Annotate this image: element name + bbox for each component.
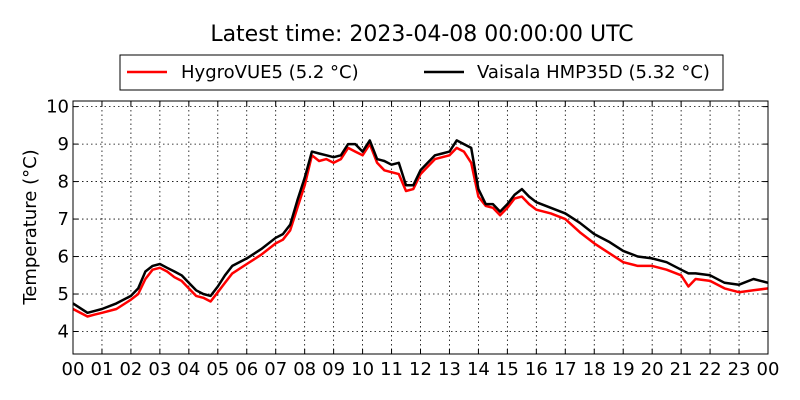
series-layer — [72, 139, 769, 318]
x-tick-label: 00 — [757, 359, 780, 380]
y-tick-label: 4 — [58, 322, 69, 343]
x-tick-label: 15 — [496, 359, 519, 380]
x-tick-label: 11 — [380, 359, 403, 380]
y-tick-label: 5 — [58, 284, 69, 305]
x-tick-label: 10 — [351, 359, 374, 380]
chart-title: Latest time: 2023-04-08 00:00:00 UTC — [210, 22, 633, 47]
x-tick-label: 04 — [177, 359, 200, 380]
x-tick-label: 23 — [728, 359, 751, 380]
grid — [73, 101, 768, 354]
x-tick-label: 18 — [583, 359, 606, 380]
y-tick-label: 7 — [58, 209, 69, 230]
series-line-hygrovue5 — [72, 142, 769, 318]
y-axis-title: Temperature (°C) — [20, 149, 41, 305]
x-tick-label: 14 — [467, 359, 490, 380]
x-tick-label: 22 — [699, 359, 722, 380]
axis-ticks: 00 01 02 03 04 05 06 07 08 09 10 11 12 13 14 15 16 17 18 19… — [46, 97, 779, 380]
legend-label-vaisala: Vaisala HMP35D (5.32 °C) — [477, 62, 710, 83]
y-tick-label: 10 — [46, 97, 69, 118]
x-tick-label: 16 — [525, 359, 548, 380]
x-tick-label: 13 — [438, 359, 461, 380]
x-tick-label: 00 — [62, 359, 85, 380]
legend: HygroVUE5 (5.2 °C) Vaisala HMP35D (5.32 … — [119, 54, 724, 91]
x-tick-label: 05 — [206, 359, 229, 380]
x-tick-label: 12 — [409, 359, 432, 380]
x-tick-label: 01 — [91, 359, 114, 380]
x-tick-label: 17 — [554, 359, 577, 380]
x-tick-label: 08 — [293, 359, 316, 380]
legend-label-hygrovue5: HygroVUE5 (5.2 °C) — [181, 62, 359, 83]
y-tick-label: 9 — [58, 134, 69, 155]
legend-box — [119, 54, 724, 91]
plot-frame — [72, 100, 769, 355]
x-tick-label: 19 — [612, 359, 635, 380]
x-tick-label: 03 — [148, 359, 171, 380]
x-tick-label: 21 — [670, 359, 693, 380]
x-tick-label: 07 — [264, 359, 287, 380]
x-tick-label: 02 — [119, 359, 142, 380]
y-tick-label: 6 — [58, 247, 69, 268]
x-tick-label: 20 — [641, 359, 664, 380]
x-tick-label: 09 — [322, 359, 345, 380]
series-line-vaisala — [72, 139, 769, 315]
y-tick-label: 8 — [58, 172, 69, 193]
x-tick-label: 06 — [235, 359, 258, 380]
